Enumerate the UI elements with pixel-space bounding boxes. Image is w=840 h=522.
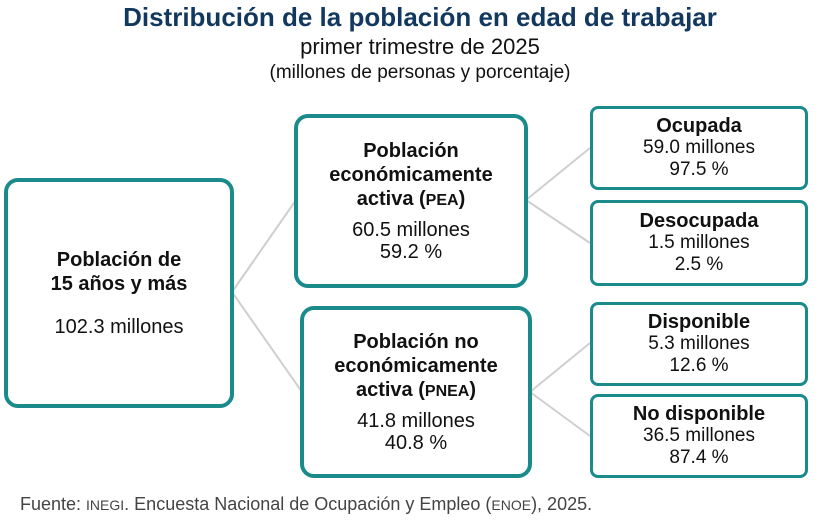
diagram-subtitle: primer trimestre de 2025 bbox=[300, 34, 540, 59]
node-percent: 59.2 % bbox=[379, 241, 443, 263]
node-ocupada: Ocupada 59.0 millones 97.5 % bbox=[590, 106, 808, 190]
node-label: Población no económicamente activa (PNEA… bbox=[334, 331, 498, 401]
node-value: 36.5 millones bbox=[643, 425, 755, 446]
node-pnea: Población no económicamente activa (PNEA… bbox=[300, 306, 532, 478]
node-percent: 12.6 % bbox=[669, 355, 729, 376]
node-percent: 97.5 % bbox=[669, 159, 729, 180]
units-note: (millones de personas y porcentaje) bbox=[269, 62, 571, 83]
node-poblacion-15-mas: Población de 15 años y más 102.3 millone… bbox=[4, 178, 234, 408]
node-value: 41.8 millones bbox=[357, 410, 475, 432]
node-label: Disponible bbox=[647, 311, 751, 333]
connector-pnea-disponible bbox=[529, 342, 591, 393]
node-value: 59.0 millones bbox=[643, 137, 755, 158]
node-value: 102.3 millones bbox=[54, 316, 184, 338]
node-desocupada: Desocupada 1.5 millones 2.5 % bbox=[590, 200, 808, 286]
node-percent: 2.5 % bbox=[674, 254, 724, 275]
node-value: 1.5 millones bbox=[648, 232, 750, 253]
node-value: 5.3 millones bbox=[648, 333, 750, 354]
connector-pea-ocupada bbox=[525, 147, 591, 201]
node-label: Población económicamente activa (PEA) bbox=[329, 140, 493, 210]
connector-root-pea bbox=[231, 199, 297, 293]
node-no-disponible: No disponible 36.5 millones 87.4 % bbox=[590, 394, 808, 478]
connector-pnea-nodisponible bbox=[529, 391, 591, 437]
diagram-title: Distribución de la población en edad de … bbox=[123, 2, 717, 32]
node-value: 60.5 millones bbox=[352, 219, 470, 241]
node-disponible: Disponible 5.3 millones 12.6 % bbox=[590, 302, 808, 386]
source-note: Fuente: INEGI. Encuesta Nacional de Ocup… bbox=[20, 494, 593, 514]
connector-root-pnea bbox=[231, 291, 303, 393]
node-percent: 40.8 % bbox=[384, 432, 448, 454]
node-label: Ocupada bbox=[656, 115, 742, 137]
node-label: No disponible bbox=[632, 403, 766, 425]
connector-pea-desocupada bbox=[525, 199, 591, 244]
node-label: Población de 15 años y más bbox=[50, 249, 188, 295]
node-label: Desocupada bbox=[639, 210, 759, 232]
node-pea: Población económicamente activa (PEA) 60… bbox=[294, 114, 528, 288]
node-percent: 87.4 % bbox=[669, 447, 729, 468]
